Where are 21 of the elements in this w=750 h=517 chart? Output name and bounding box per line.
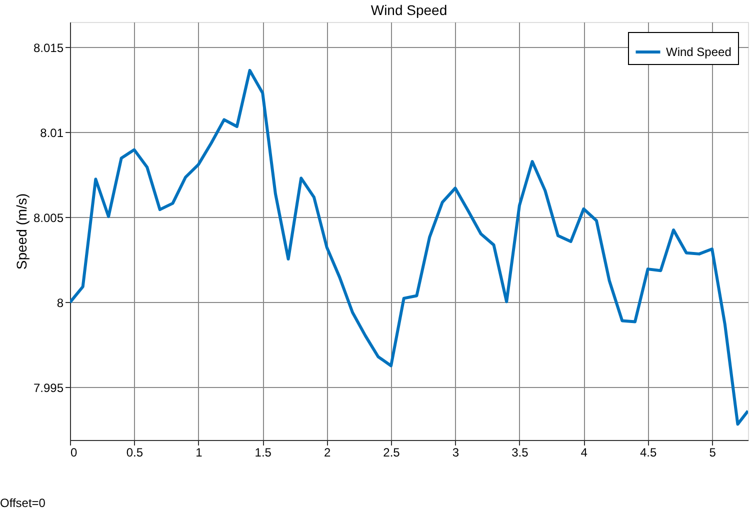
x-tick-label: 5 (709, 446, 716, 460)
y-tick-label: 7.995 (33, 380, 64, 395)
x-tick-label: 4 (580, 446, 588, 460)
x-tick-label: 1 (196, 446, 203, 460)
x-tick-label: 3.5 (512, 446, 529, 460)
y-tick-label: 8.015 (33, 40, 64, 55)
x-tick-label: 4.5 (640, 446, 658, 460)
x-tick-label: 1.5 (254, 446, 272, 460)
x-tick-label: 3 (452, 446, 460, 460)
legend-label: Wind Speed (666, 45, 732, 59)
text: Offset=0 (0, 496, 46, 510)
y-tick-label: 8.005 (33, 210, 64, 225)
x-tick-label: 0.5 (126, 446, 144, 460)
x-tick-label: 0 (70, 446, 78, 460)
y-tick-label: 8 (56, 296, 64, 310)
x-tick-label: 2 (324, 446, 331, 460)
chart-title: Wind Speed (370, 2, 448, 18)
y-tick-label: 8.01 (40, 126, 64, 140)
line-series (70, 68, 748, 426)
x-tick-label: 2.5 (383, 446, 400, 460)
y-axis-title: Speed (m/s) (13, 193, 30, 270)
